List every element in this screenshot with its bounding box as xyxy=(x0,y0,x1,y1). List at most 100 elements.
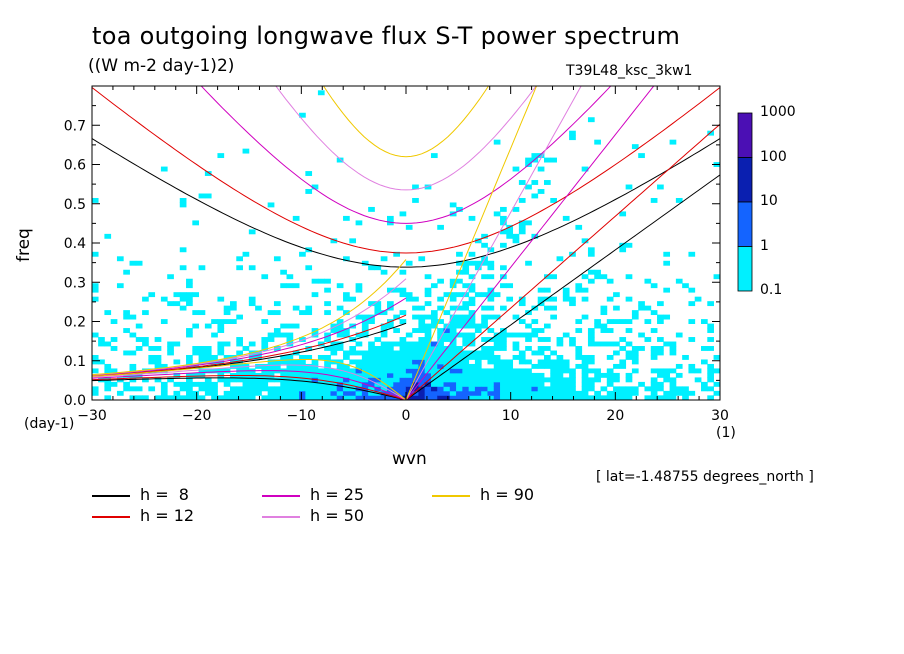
power-cell xyxy=(575,346,583,351)
power-cell xyxy=(311,381,319,387)
power-cell xyxy=(160,296,168,302)
power-cell xyxy=(587,337,595,342)
power-cell xyxy=(669,381,677,387)
power-cell xyxy=(650,377,658,383)
power-cell xyxy=(211,395,218,400)
power-cell xyxy=(424,287,432,293)
power-cell xyxy=(688,337,696,342)
power-cell xyxy=(273,256,281,262)
power-cell xyxy=(500,386,507,392)
power-cell xyxy=(606,319,614,324)
power-cell xyxy=(305,305,313,311)
power-cell xyxy=(179,202,187,208)
power-cell xyxy=(537,153,545,159)
power-cell xyxy=(186,372,193,378)
power-cell xyxy=(594,319,601,324)
power-cell xyxy=(292,359,300,365)
power-cell xyxy=(255,354,262,360)
power-cell xyxy=(657,301,664,307)
power-cell xyxy=(393,363,400,369)
power-cell xyxy=(317,381,325,387)
power-cell xyxy=(437,278,444,284)
power-cell xyxy=(663,377,671,383)
power-cell xyxy=(493,314,501,320)
power-cell xyxy=(424,395,432,400)
power-cell xyxy=(500,265,507,271)
power-cell xyxy=(569,381,576,387)
power-cell xyxy=(267,332,275,338)
power-cell xyxy=(650,283,658,289)
power-cell xyxy=(412,314,419,320)
power-cell xyxy=(481,346,488,351)
power-cell xyxy=(135,395,143,400)
power-cell xyxy=(481,372,488,378)
power-cell xyxy=(242,377,250,383)
power-cell xyxy=(292,368,300,374)
power-cell xyxy=(456,395,463,400)
power-cell xyxy=(217,153,225,159)
power-cell xyxy=(468,363,476,369)
power-cell xyxy=(330,346,338,351)
power-cell xyxy=(518,332,526,338)
power-cell xyxy=(707,386,714,392)
power-cell xyxy=(462,395,470,400)
power-cell xyxy=(311,184,319,190)
power-cell xyxy=(204,377,212,383)
gravity-wave-curve xyxy=(92,87,720,254)
power-cell xyxy=(550,296,557,302)
power-cell xyxy=(424,377,432,383)
power-cell xyxy=(669,341,677,347)
power-cell xyxy=(544,287,551,293)
power-cell xyxy=(330,377,338,383)
power-cell xyxy=(481,390,488,396)
power-cell xyxy=(575,287,583,293)
power-cell xyxy=(167,341,174,347)
power-cell xyxy=(531,350,539,356)
power-cell xyxy=(236,337,243,342)
power-cell xyxy=(374,368,382,374)
power-cell xyxy=(412,372,419,378)
power-cell xyxy=(550,390,557,396)
power-cell xyxy=(613,319,620,324)
power-cell xyxy=(230,363,237,369)
power-cell xyxy=(204,381,212,387)
power-cell xyxy=(361,363,369,369)
power-cell xyxy=(525,395,532,400)
power-cell xyxy=(456,377,463,383)
power-cell xyxy=(531,372,539,378)
power-cell xyxy=(474,368,482,374)
power-cell xyxy=(449,323,457,329)
power-cell xyxy=(361,368,369,374)
power-cell xyxy=(682,283,689,289)
power-cell xyxy=(544,359,551,365)
power-cell xyxy=(292,395,300,400)
power-cell xyxy=(280,386,287,392)
power-cell xyxy=(179,386,187,392)
power-cell xyxy=(456,314,463,320)
power-cell xyxy=(443,372,451,378)
power-cell xyxy=(500,363,507,369)
power-cell xyxy=(412,395,419,400)
power-cell xyxy=(512,233,520,239)
power-cell xyxy=(550,305,557,311)
power-cell xyxy=(286,283,294,289)
power-cell xyxy=(230,354,237,360)
power-cell xyxy=(299,363,306,369)
power-cell xyxy=(405,341,413,347)
power-cell xyxy=(487,328,495,333)
power-cell xyxy=(675,197,683,203)
power-cell xyxy=(236,341,243,347)
power-cell xyxy=(374,265,382,271)
power-cell xyxy=(324,395,331,400)
power-cell xyxy=(311,292,319,298)
power-cell xyxy=(713,274,720,280)
power-cell xyxy=(198,386,206,392)
legend-label: h = 50 xyxy=(310,506,365,525)
power-cell xyxy=(142,310,149,316)
power-cell xyxy=(355,363,363,369)
power-cell xyxy=(449,341,457,347)
power-cell xyxy=(186,328,193,333)
power-cell xyxy=(418,305,426,311)
power-cell xyxy=(236,256,243,262)
power-cell xyxy=(361,372,369,378)
